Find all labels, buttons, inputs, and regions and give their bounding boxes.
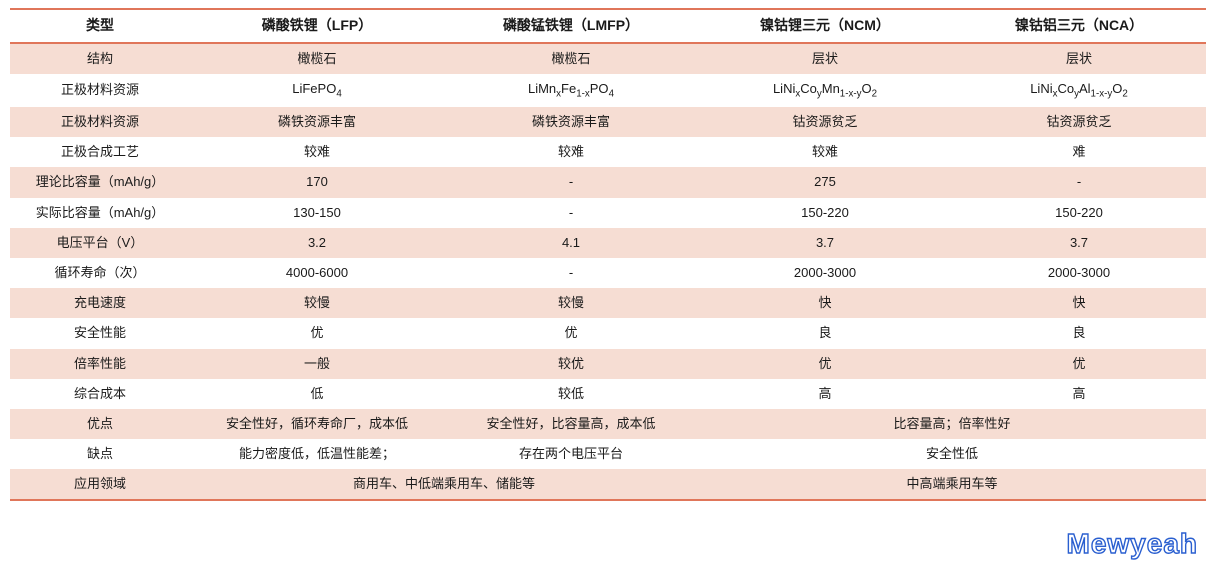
table-row: 倍率性能一般较优优优 xyxy=(10,349,1206,379)
row-label: 缺点 xyxy=(10,439,190,469)
cell-value: 钴资源贫乏 xyxy=(698,107,952,137)
battery-comparison-table: 类型 磷酸铁锂（LFP） 磷酸锰铁锂（LMFP） 镍钴锂三元（NCM） 镍钴铝三… xyxy=(10,8,1206,501)
cell-value: 高 xyxy=(952,379,1206,409)
header-lfp: 磷酸铁锂（LFP） xyxy=(190,9,444,43)
cell-value: 良 xyxy=(698,318,952,348)
table-header: 类型 磷酸铁锂（LFP） 磷酸锰铁锂（LMFP） 镍钴锂三元（NCM） 镍钴铝三… xyxy=(10,9,1206,43)
table-row: 正极材料资源LiFePO4LiMnxFe1-xPO4LiNixCoyMn1-x-… xyxy=(10,74,1206,107)
cell-value: 150-220 xyxy=(952,198,1206,228)
cell-value: 快 xyxy=(698,288,952,318)
cell-value: 3.7 xyxy=(698,228,952,258)
row-label: 安全性能 xyxy=(10,318,190,348)
cell-value: 3.7 xyxy=(952,228,1206,258)
cell-value: - xyxy=(444,167,698,197)
cell-value: 钴资源贫乏 xyxy=(952,107,1206,137)
cell-value: 层状 xyxy=(952,43,1206,74)
row-label: 电压平台（V） xyxy=(10,228,190,258)
cell-value: 磷铁资源丰富 xyxy=(444,107,698,137)
table-row: 理论比容量（mAh/g）170-275- xyxy=(10,167,1206,197)
cell-value: 磷铁资源丰富 xyxy=(190,107,444,137)
cell-value: 优 xyxy=(952,349,1206,379)
row-label: 优点 xyxy=(10,409,190,439)
cell-value: 275 xyxy=(698,167,952,197)
table-row: 实际比容量（mAh/g）130-150-150-220150-220 xyxy=(10,198,1206,228)
cell-value: 安全性好，循环寿命厂，成本低 xyxy=(190,409,444,439)
comparison-table-wrap: 类型 磷酸铁锂（LFP） 磷酸锰铁锂（LMFP） 镍钴锂三元（NCM） 镍钴铝三… xyxy=(10,8,1206,501)
header-ncm: 镍钴锂三元（NCM） xyxy=(698,9,952,43)
table-row: 充电速度较慢较慢快快 xyxy=(10,288,1206,318)
table-row: 缺点能力密度低，低温性能差；存在两个电压平台安全性低 xyxy=(10,439,1206,469)
cell-value: 能力密度低，低温性能差； xyxy=(190,439,444,469)
cell-value: 优 xyxy=(444,318,698,348)
row-label: 理论比容量（mAh/g） xyxy=(10,167,190,197)
cell-value: 优 xyxy=(698,349,952,379)
cell-value: 4.1 xyxy=(444,228,698,258)
cell-value: 较低 xyxy=(444,379,698,409)
table-row: 安全性能优优良良 xyxy=(10,318,1206,348)
cell-value: 较慢 xyxy=(444,288,698,318)
cell-value: 3.2 xyxy=(190,228,444,258)
table-row: 综合成本低较低高高 xyxy=(10,379,1206,409)
cell-value: 较慢 xyxy=(190,288,444,318)
cell-value: 商用车、中低端乘用车、储能等 xyxy=(190,469,698,500)
cell-value: 优 xyxy=(190,318,444,348)
row-label: 综合成本 xyxy=(10,379,190,409)
cell-value: 安全性好，比容量高，成本低 xyxy=(444,409,698,439)
table-row: 循环寿命（次）4000-6000-2000-30002000-3000 xyxy=(10,258,1206,288)
cell-value: 比容量高；倍率性好 xyxy=(698,409,1206,439)
cell-value: 层状 xyxy=(698,43,952,74)
cell-value: 橄榄石 xyxy=(444,43,698,74)
table-row: 优点安全性好，循环寿命厂，成本低安全性好，比容量高，成本低比容量高；倍率性好 xyxy=(10,409,1206,439)
row-label: 充电速度 xyxy=(10,288,190,318)
cell-value: 170 xyxy=(190,167,444,197)
cell-value: 橄榄石 xyxy=(190,43,444,74)
cell-value: 快 xyxy=(952,288,1206,318)
row-label: 正极材料资源 xyxy=(10,74,190,107)
cell-value: 较难 xyxy=(444,137,698,167)
row-label: 应用领域 xyxy=(10,469,190,500)
table-row: 结构橄榄石橄榄石层状层状 xyxy=(10,43,1206,74)
cell-value: 高 xyxy=(698,379,952,409)
cell-value: 较难 xyxy=(190,137,444,167)
cell-value: LiNixCoyMn1-x-yO2 xyxy=(698,74,952,107)
cell-value: 安全性低 xyxy=(698,439,1206,469)
cell-value: LiNixCoyAl1-x-yO2 xyxy=(952,74,1206,107)
table-row: 正极合成工艺较难较难较难难 xyxy=(10,137,1206,167)
table-row: 应用领域商用车、中低端乘用车、储能等中高端乘用车等 xyxy=(10,469,1206,500)
cell-value: - xyxy=(952,167,1206,197)
cell-value: 130-150 xyxy=(190,198,444,228)
cell-value: 良 xyxy=(952,318,1206,348)
header-nca: 镍钴铝三元（NCA） xyxy=(952,9,1206,43)
cell-value: 2000-3000 xyxy=(698,258,952,288)
cell-value: 中高端乘用车等 xyxy=(698,469,1206,500)
watermark-logo: Mewyeah xyxy=(1067,528,1199,560)
cell-value: - xyxy=(444,198,698,228)
cell-value: 较优 xyxy=(444,349,698,379)
row-label: 实际比容量（mAh/g） xyxy=(10,198,190,228)
row-label: 正极材料资源 xyxy=(10,107,190,137)
cell-value: 150-220 xyxy=(698,198,952,228)
header-lmfp: 磷酸锰铁锂（LMFP） xyxy=(444,9,698,43)
cell-value: 低 xyxy=(190,379,444,409)
cell-value: 4000-6000 xyxy=(190,258,444,288)
cell-value: 难 xyxy=(952,137,1206,167)
header-row: 类型 磷酸铁锂（LFP） 磷酸锰铁锂（LMFP） 镍钴锂三元（NCM） 镍钴铝三… xyxy=(10,9,1206,43)
row-label: 正极合成工艺 xyxy=(10,137,190,167)
table-row: 电压平台（V）3.24.13.73.7 xyxy=(10,228,1206,258)
cell-value: 一般 xyxy=(190,349,444,379)
cell-value: 较难 xyxy=(698,137,952,167)
cell-value: 存在两个电压平台 xyxy=(444,439,698,469)
table-row: 正极材料资源磷铁资源丰富磷铁资源丰富钴资源贫乏钴资源贫乏 xyxy=(10,107,1206,137)
cell-value: LiMnxFe1-xPO4 xyxy=(444,74,698,107)
row-label: 结构 xyxy=(10,43,190,74)
cell-value: - xyxy=(444,258,698,288)
header-type: 类型 xyxy=(10,9,190,43)
row-label: 循环寿命（次） xyxy=(10,258,190,288)
cell-value: 2000-3000 xyxy=(952,258,1206,288)
table-body: 结构橄榄石橄榄石层状层状正极材料资源LiFePO4LiMnxFe1-xPO4Li… xyxy=(10,43,1206,501)
row-label: 倍率性能 xyxy=(10,349,190,379)
cell-value: LiFePO4 xyxy=(190,74,444,107)
